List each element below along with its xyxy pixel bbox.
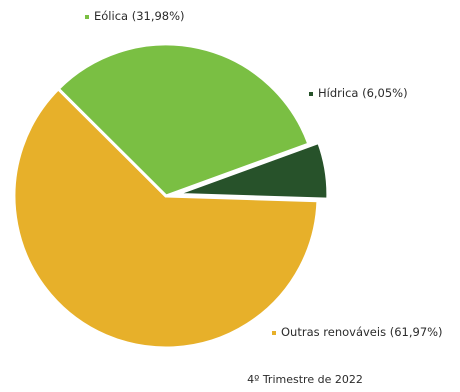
pie-slice-eolica bbox=[56, 42, 311, 198]
slice-label-outras-renovaveis: Outras renováveis (61,97%) bbox=[281, 325, 443, 339]
legend-marker-eolica bbox=[85, 15, 89, 19]
chart-caption: 4º Trimestre de 2022 bbox=[247, 373, 363, 386]
slice-label-eolica: Eólica (31,98%) bbox=[94, 9, 185, 23]
pie-slice-hidrica bbox=[174, 140, 330, 201]
pie-slice-outras-renovaveis bbox=[12, 87, 320, 350]
legend-marker-hidrica bbox=[309, 92, 313, 96]
slice-label-hidrica: Hídrica (6,05%) bbox=[318, 86, 408, 100]
legend-marker-outras-renovaveis bbox=[272, 331, 276, 335]
